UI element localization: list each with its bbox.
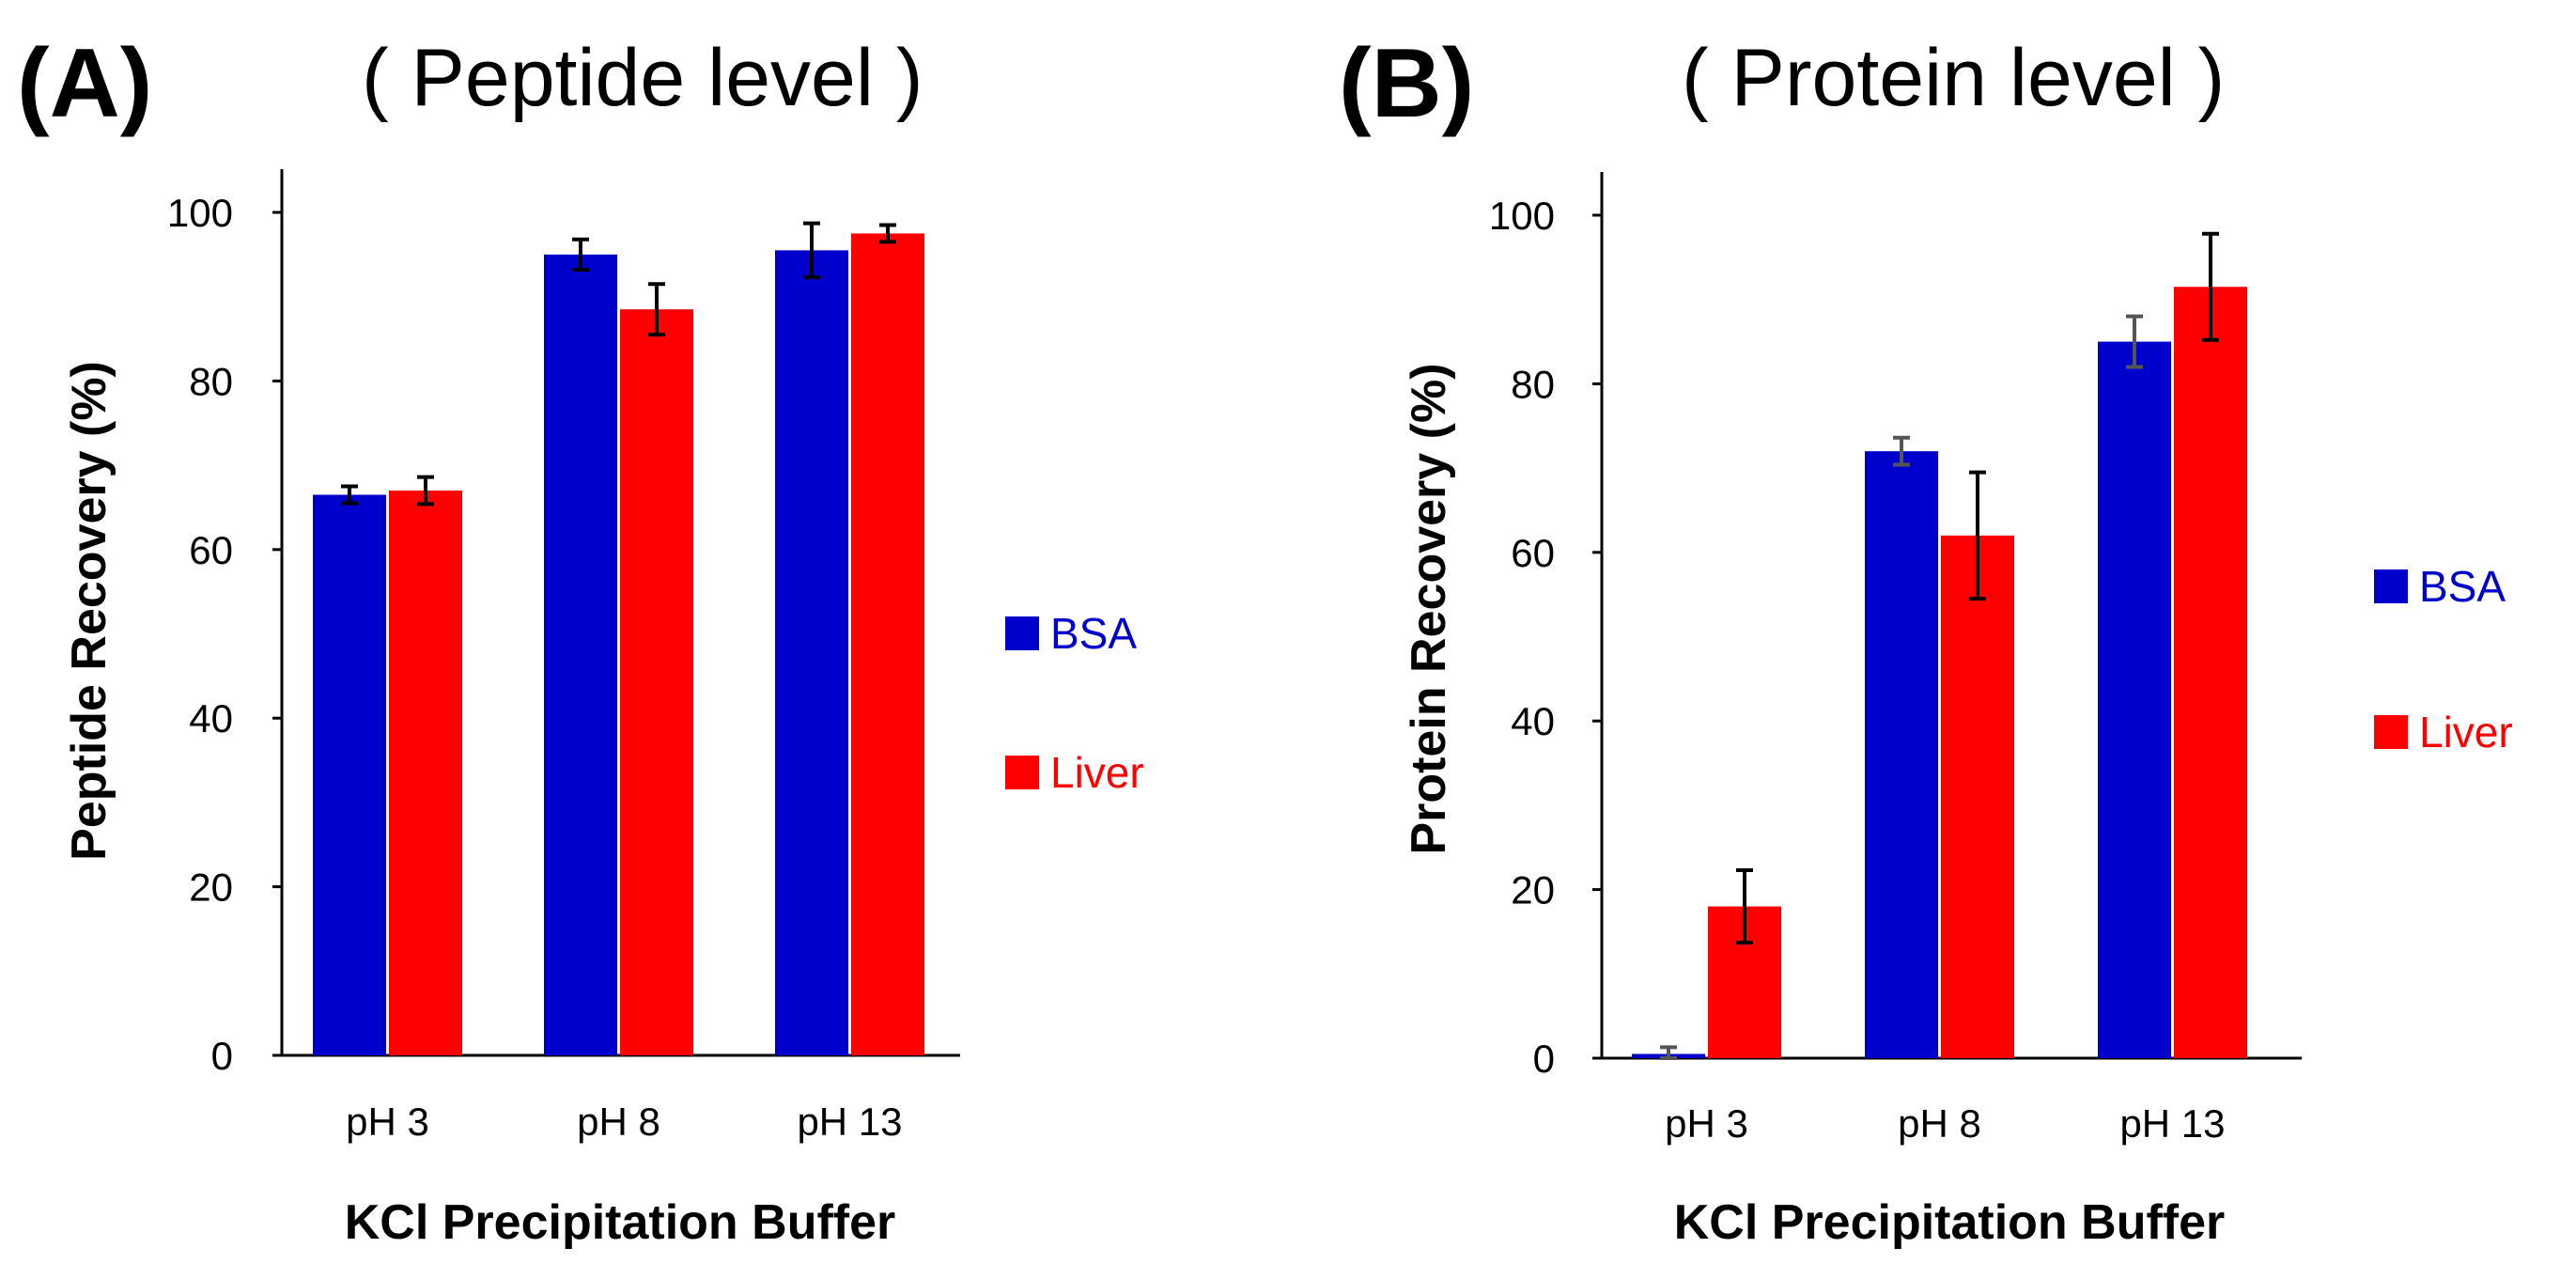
error-bar — [1660, 1045, 1677, 1060]
error-bars — [341, 221, 896, 507]
legend-swatch-bsa — [1005, 616, 1039, 650]
error-bar — [1969, 470, 1986, 601]
panel-label: (A) — [17, 29, 152, 138]
error-bar — [572, 237, 589, 272]
y-axis-ticks: 0 20 40 60 80 100 — [167, 191, 282, 1078]
bar-liver-ph13 — [2174, 287, 2247, 1058]
bar-bsa-ph8 — [1865, 451, 1938, 1058]
y-tick-label: 80 — [1511, 362, 1555, 406]
y-tick-label: 20 — [189, 866, 233, 910]
error-bar — [2202, 231, 2219, 342]
bar-bsa-ph13 — [775, 250, 848, 1055]
x-tick-label: pH 8 — [1898, 1101, 1981, 1146]
y-tick-label: 100 — [167, 191, 233, 235]
y-tick-label: 40 — [189, 696, 233, 741]
legend-swatch-liver — [2374, 715, 2408, 749]
bar-liver-ph13 — [851, 233, 924, 1056]
error-bar — [417, 475, 434, 507]
legend-label-bsa: BSA — [2419, 562, 2506, 611]
y-tick-label: 20 — [1511, 868, 1555, 912]
panel-label: (B) — [1339, 29, 1474, 138]
x-axis-tick-labels: pH 3 pH 8 pH 13 — [1665, 1101, 2225, 1146]
x-tick-label: pH 3 — [346, 1100, 429, 1144]
legend-label-liver: Liver — [2419, 708, 2513, 756]
x-tick-label: pH 8 — [577, 1100, 660, 1144]
y-tick-label: 60 — [1511, 531, 1555, 575]
legend: BSA Liver — [1005, 609, 1144, 797]
legend-swatch-liver — [1005, 756, 1039, 789]
legend-label-liver: Liver — [1050, 748, 1144, 797]
error-bar — [2126, 314, 2143, 369]
error-bar — [1893, 435, 1910, 467]
bar-liver-ph3 — [389, 491, 462, 1055]
bar-liver-ph8 — [1941, 535, 2014, 1058]
x-axis-tick-labels: pH 3 pH 8 pH 13 — [346, 1100, 902, 1144]
bar-bsa-ph13 — [2098, 341, 2171, 1058]
chart-title: ( Peptide level ) — [362, 33, 923, 123]
x-axis-title: KCl Precipitation Buffer — [1674, 1195, 2226, 1250]
y-tick-label: 40 — [1511, 699, 1555, 743]
bar-bsa-ph3 — [313, 494, 386, 1055]
y-tick-label: 60 — [189, 528, 233, 572]
chart-title: ( Protein level ) — [1682, 33, 2225, 123]
bar-bsa-ph8 — [544, 254, 617, 1056]
bars — [1632, 287, 2247, 1058]
y-tick-label: 100 — [1489, 194, 1555, 238]
x-tick-label: pH 13 — [797, 1100, 902, 1144]
error-bars — [1660, 231, 2219, 1060]
bar-liver-ph8 — [620, 309, 693, 1055]
y-tick-label: 0 — [211, 1034, 233, 1078]
x-axis-title: KCl Precipitation Buffer — [345, 1195, 896, 1250]
y-tick-label: 80 — [189, 359, 233, 403]
error-bar — [648, 282, 665, 337]
legend-swatch-bsa — [2374, 569, 2408, 603]
x-tick-label: pH 13 — [2119, 1101, 2225, 1146]
x-tick-label: pH 3 — [1665, 1101, 1748, 1146]
legend-label-bsa: BSA — [1050, 609, 1137, 658]
legend: BSA Liver — [2374, 562, 2513, 756]
y-axis-title: Peptide Recovery (%) — [62, 361, 116, 861]
error-bar — [879, 223, 896, 244]
error-bar — [341, 484, 358, 506]
error-bar — [1736, 867, 1753, 945]
bars — [313, 233, 924, 1056]
y-axis-title: Protein Recovery (%) — [1402, 363, 1456, 854]
error-bar — [803, 221, 820, 280]
y-tick-label: 0 — [1533, 1037, 1555, 1081]
y-axis-ticks: 0 20 40 60 80 100 — [1489, 194, 1602, 1081]
